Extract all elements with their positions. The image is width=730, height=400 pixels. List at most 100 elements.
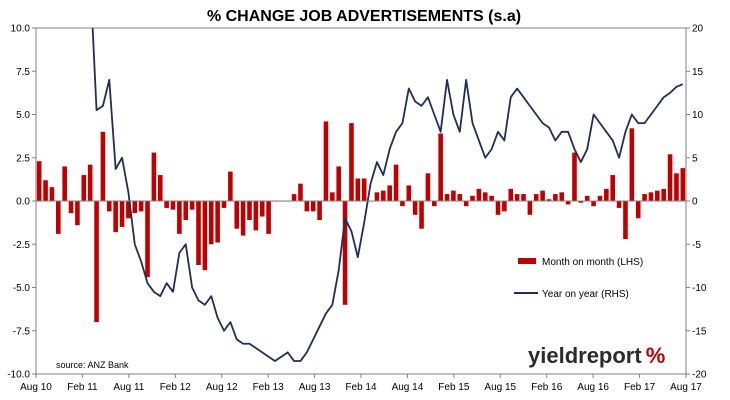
bar-month-on-month xyxy=(164,201,169,208)
bar-month-on-month xyxy=(119,201,125,227)
bar-month-on-month xyxy=(36,161,42,201)
chart-title: % CHANGE JOB ADVERTISEMENTS (s.a) xyxy=(207,8,521,25)
bar-month-on-month xyxy=(476,188,482,201)
y-left-tick-label: 2.5 xyxy=(16,153,30,164)
bar-month-on-month xyxy=(87,164,93,201)
logo-percent: % xyxy=(646,343,666,368)
bar-month-on-month xyxy=(635,201,641,219)
bar-month-on-month xyxy=(572,152,577,201)
bar-month-on-month xyxy=(170,201,176,210)
bar-month-on-month xyxy=(208,201,214,245)
x-tick-label: Feb 17 xyxy=(624,382,656,393)
bar-month-on-month xyxy=(578,201,584,203)
bar-month-on-month xyxy=(196,201,201,266)
y-left-tick-label: 5.0 xyxy=(16,110,30,121)
bar-month-on-month xyxy=(126,201,131,219)
x-tick-label: Feb 16 xyxy=(531,382,563,393)
bar-month-on-month xyxy=(597,195,603,201)
bar-month-on-month xyxy=(138,201,144,212)
bar-month-on-month xyxy=(215,201,220,243)
bar-month-on-month xyxy=(412,201,418,215)
y-left-tick-label: -10.0 xyxy=(7,370,30,381)
bar-month-on-month xyxy=(527,201,533,215)
bar-month-on-month xyxy=(482,192,488,201)
bar-month-on-month xyxy=(540,190,545,201)
bar-month-on-month xyxy=(393,164,399,201)
x-tick-label: Feb 12 xyxy=(160,382,192,393)
bar-month-on-month xyxy=(419,201,424,229)
bar-month-on-month xyxy=(68,201,74,214)
bar-month-on-month xyxy=(623,201,628,240)
bar-month-on-month xyxy=(151,152,157,201)
bar-month-on-month xyxy=(438,133,443,201)
bar-month-on-month xyxy=(648,192,654,201)
bar-month-on-month xyxy=(202,201,208,271)
logo-word: yieldreport xyxy=(528,343,642,368)
x-tick-label: Aug 17 xyxy=(670,382,702,393)
bar-month-on-month xyxy=(642,194,647,201)
bar-month-on-month xyxy=(349,123,354,201)
y-right-tick-label: 0 xyxy=(692,197,698,208)
bar-month-on-month xyxy=(247,201,252,221)
bar-month-on-month xyxy=(400,201,405,207)
bar-month-on-month xyxy=(113,201,118,233)
bar-month-on-month xyxy=(43,180,48,201)
source-note: source: ANZ Bank xyxy=(56,360,129,370)
bar-month-on-month xyxy=(381,190,386,201)
y-left-tick-label: 10.0 xyxy=(11,24,31,35)
bar-month-on-month xyxy=(100,131,106,201)
legend: Month on month (LHS) Year on year (RHS) xyxy=(514,257,643,300)
bar-month-on-month xyxy=(221,201,227,208)
bar-month-on-month xyxy=(444,194,450,201)
bar-series-month-on-month xyxy=(36,121,686,323)
bar-month-on-month xyxy=(240,201,246,236)
bar-month-on-month xyxy=(406,185,412,201)
bar-month-on-month xyxy=(253,201,259,231)
bar-month-on-month xyxy=(177,201,182,234)
bar-month-on-month xyxy=(502,201,507,212)
bar-month-on-month xyxy=(463,201,469,207)
bar-month-on-month xyxy=(94,201,99,323)
bar-month-on-month xyxy=(521,194,526,201)
bar-month-on-month xyxy=(298,183,303,201)
bar-month-on-month xyxy=(234,201,240,229)
bar-month-on-month xyxy=(591,201,596,207)
legend-label-month-on-month: Month on month (LHS) xyxy=(542,257,643,268)
bar-month-on-month xyxy=(514,194,520,201)
bar-month-on-month xyxy=(157,175,163,201)
x-tick-label: Aug 15 xyxy=(484,382,516,393)
bar-month-on-month xyxy=(183,201,189,221)
bar-month-on-month xyxy=(330,192,335,201)
x-tick-label: Aug 12 xyxy=(206,382,238,393)
bar-month-on-month xyxy=(132,201,138,214)
y-right-tick-label: 20 xyxy=(692,24,704,35)
line-series-year-on-year xyxy=(91,28,684,362)
bar-month-on-month xyxy=(361,178,367,201)
bar-month-on-month xyxy=(680,168,686,201)
bar-month-on-month xyxy=(655,190,660,201)
x-tick-label: Feb 14 xyxy=(345,382,377,393)
bar-month-on-month xyxy=(451,190,456,201)
x-tick-label: Aug 11 xyxy=(113,382,144,393)
bar-month-on-month xyxy=(189,201,195,210)
bar-month-on-month xyxy=(546,199,552,201)
bar-month-on-month xyxy=(431,201,437,207)
bar-month-on-month xyxy=(81,175,87,201)
bar-month-on-month xyxy=(266,201,271,234)
bar-month-on-month xyxy=(387,185,392,201)
bar-month-on-month xyxy=(629,128,635,201)
bar-month-on-month xyxy=(584,195,590,201)
line-year-on-year xyxy=(91,28,684,362)
legend-label-year-on-year: Year on year (RHS) xyxy=(542,289,629,300)
y-right-tick-label: -10 xyxy=(692,283,707,294)
bar-month-on-month xyxy=(355,178,361,201)
bar-month-on-month xyxy=(310,201,316,212)
bar-month-on-month xyxy=(56,201,61,234)
bar-month-on-month xyxy=(489,195,494,201)
bar-month-on-month xyxy=(342,201,348,305)
bar-month-on-month xyxy=(559,192,565,201)
legend-swatch-month-on-month xyxy=(518,258,536,264)
bar-month-on-month xyxy=(616,201,622,208)
bar-month-on-month xyxy=(145,201,150,278)
